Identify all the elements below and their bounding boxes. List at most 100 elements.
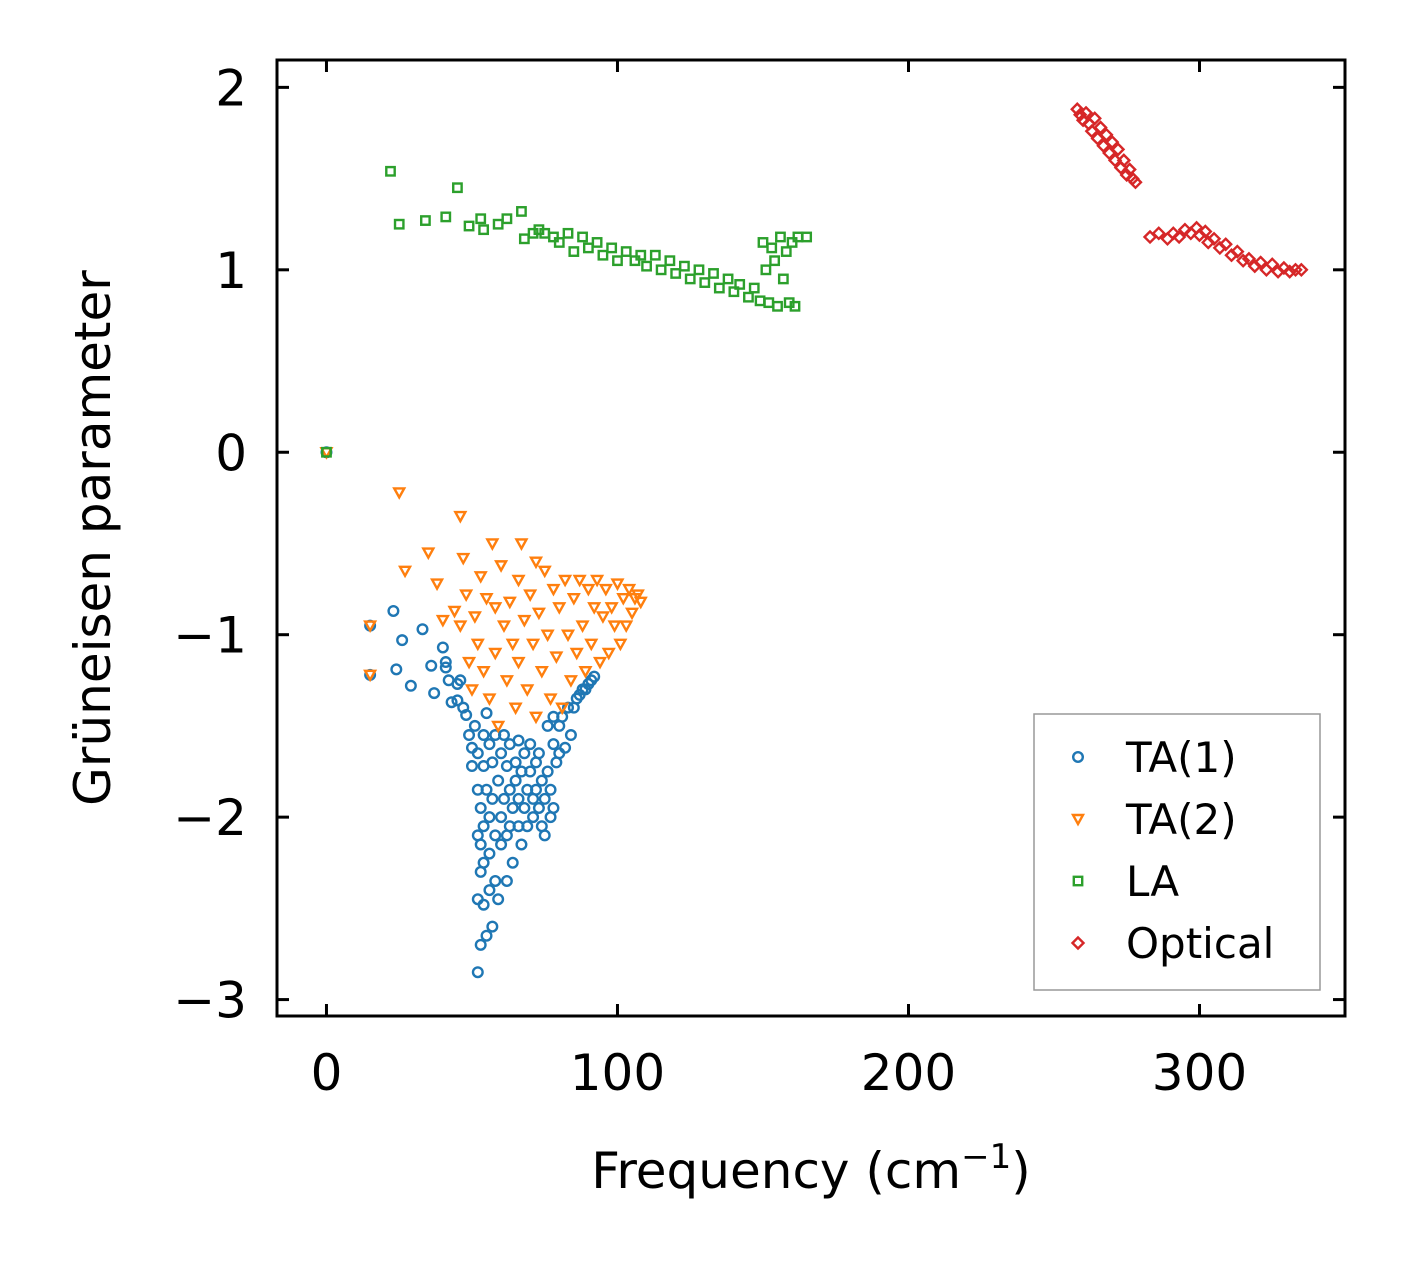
point-ta2 <box>520 684 535 697</box>
point-ta1 <box>483 738 496 751</box>
point-la <box>463 220 475 232</box>
point-ta2 <box>590 574 605 588</box>
y-tick-label: −3 <box>173 972 247 1030</box>
point-optical <box>1093 120 1108 135</box>
point-ta2 <box>502 596 517 610</box>
point-la <box>548 231 559 243</box>
point-la <box>597 249 609 261</box>
point-la <box>321 446 332 458</box>
point-ta1 <box>486 920 499 933</box>
point-ta1 <box>396 634 409 647</box>
point-la <box>518 233 530 245</box>
point-ta2 <box>488 647 503 661</box>
point-ta1 <box>465 741 478 754</box>
point-ta2 <box>464 684 480 697</box>
point-ta2 <box>610 578 625 592</box>
point-ta2 <box>633 596 648 610</box>
point-ta1 <box>387 604 400 617</box>
point-ta1 <box>547 802 560 815</box>
point-ta1 <box>538 792 551 805</box>
point-la <box>553 237 565 248</box>
point-ta2 <box>572 574 587 588</box>
y-tick-label: 0 <box>215 424 247 482</box>
point-la <box>582 242 594 254</box>
point-la <box>766 242 778 254</box>
point-la <box>577 231 588 243</box>
point-ta2 <box>479 593 494 606</box>
x-tick-label: 0 <box>311 1044 343 1102</box>
legend-marker <box>1072 875 1084 887</box>
point-ta1 <box>495 811 508 824</box>
point-optical <box>1235 253 1251 268</box>
point-ta1 <box>483 884 496 897</box>
data-points <box>319 102 1309 979</box>
point-la <box>501 213 513 225</box>
point-la <box>792 231 804 243</box>
point-ta2 <box>601 647 616 661</box>
point-la <box>620 246 632 257</box>
point-ta1 <box>483 811 496 824</box>
point-ta2 <box>505 638 520 652</box>
y-axis-title: Grüneisen parameter <box>64 270 122 806</box>
point-la <box>763 297 775 309</box>
point-la <box>568 246 580 257</box>
point-la <box>789 300 801 312</box>
point-ta1 <box>439 656 452 669</box>
point-ta1 <box>477 820 490 833</box>
point-optical <box>1070 102 1085 117</box>
point-ta1 <box>535 774 548 787</box>
point-la <box>629 255 641 267</box>
point-la <box>748 282 760 294</box>
point-ta1 <box>588 670 601 683</box>
point-ta1 <box>532 802 545 815</box>
point-la <box>492 218 504 230</box>
legend-label: LA <box>1126 857 1179 906</box>
point-la <box>679 260 690 272</box>
point-ta1 <box>463 729 476 742</box>
point-ta1 <box>492 774 505 787</box>
point-ta1 <box>503 783 516 796</box>
point-ta1 <box>506 802 519 815</box>
point-la <box>734 279 746 290</box>
point-la <box>452 182 463 194</box>
point-optical <box>1099 127 1114 142</box>
point-la <box>780 246 792 257</box>
point-la <box>612 255 623 267</box>
axis-ticks <box>277 60 1345 1016</box>
point-ta2 <box>430 578 445 592</box>
point-ta1 <box>474 938 487 951</box>
point-ta1 <box>553 747 566 760</box>
y-tick-label: −2 <box>173 789 247 847</box>
point-ta1 <box>495 747 508 760</box>
point-ta1 <box>521 820 534 833</box>
point-ta1 <box>489 874 502 887</box>
point-ta2 <box>459 589 474 603</box>
point-ta1 <box>518 747 531 760</box>
point-ta1 <box>489 829 502 842</box>
point-ta1 <box>495 838 508 851</box>
point-la <box>757 237 769 248</box>
point-ta1 <box>518 802 531 815</box>
point-ta1 <box>544 783 557 796</box>
point-ta2 <box>473 571 488 584</box>
point-optical <box>1198 224 1213 239</box>
point-optical <box>1218 237 1233 252</box>
point-optical <box>1206 231 1222 246</box>
x-axis-title: Frequency (cm−1) <box>591 1137 1031 1200</box>
point-ta2 <box>630 589 645 603</box>
legend-label: Optical <box>1126 919 1274 968</box>
point-la <box>664 255 676 267</box>
point-ta2 <box>604 602 619 615</box>
point-ta2 <box>558 574 573 588</box>
plot-frame <box>275 58 1347 1018</box>
point-ta1 <box>468 719 481 732</box>
point-ta2 <box>543 693 558 707</box>
point-ta2 <box>485 538 500 551</box>
point-la <box>713 282 725 294</box>
point-ta2 <box>511 656 526 670</box>
point-ta1 <box>541 719 554 732</box>
point-ta1 <box>471 966 484 979</box>
point-ta2 <box>363 620 378 634</box>
point-la <box>769 255 781 267</box>
point-ta1 <box>512 792 525 805</box>
